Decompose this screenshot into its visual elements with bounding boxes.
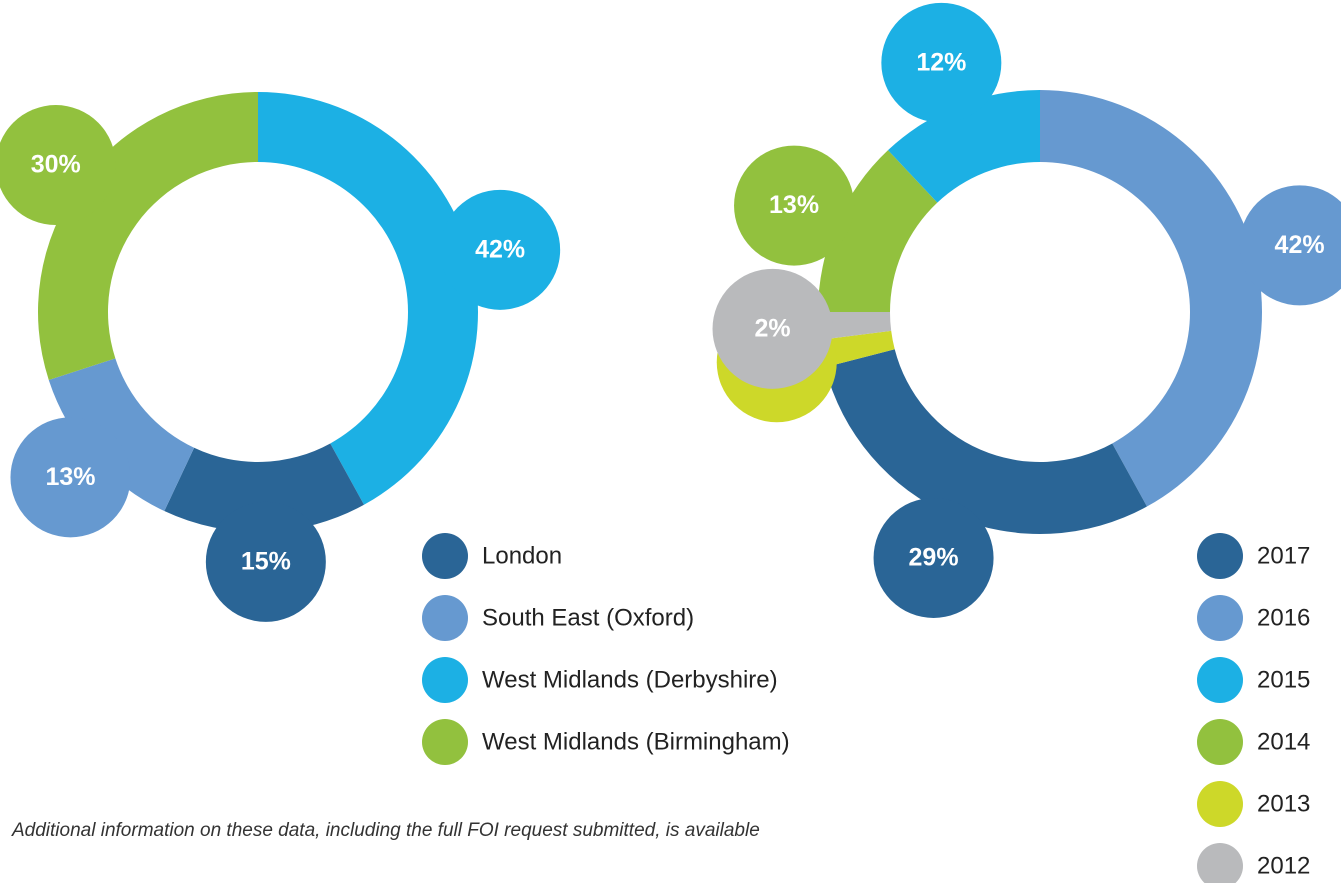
legend-label: West Midlands (Birmingham): [482, 728, 790, 755]
data-label: 42%: [475, 235, 525, 263]
legend-swatch: [1197, 843, 1243, 883]
data-label: 2%: [754, 314, 790, 342]
value-bubble: [712, 268, 833, 389]
legend-label: 2012: [1257, 852, 1310, 879]
donut-slice: [1040, 90, 1263, 507]
data-label: 13%: [769, 191, 819, 219]
value-bubble: [734, 145, 855, 266]
donut-slice: [48, 358, 195, 512]
legend-label: 2014: [1257, 728, 1310, 755]
legend-swatch: [422, 533, 468, 579]
legend-swatch: [422, 719, 468, 765]
data-label: 12%: [916, 48, 966, 76]
data-label: 13%: [45, 463, 95, 491]
donut-slice: [37, 92, 258, 380]
donut-slice: [164, 443, 364, 532]
legend-swatch: [1197, 657, 1243, 703]
footnote: Additional information on these data, in…: [11, 820, 760, 841]
data-label: 42%: [1275, 231, 1325, 259]
value-bubble: [1239, 185, 1341, 306]
legend-label: 2016: [1257, 604, 1310, 631]
value-bubble: [440, 189, 561, 310]
donut-slice: [818, 150, 938, 312]
value-bubble: [205, 501, 326, 622]
donut-slice: [818, 312, 892, 340]
legend-label: West Midlands (Derbyshire): [482, 666, 778, 693]
legend-swatch: [422, 657, 468, 703]
data-label: 29%: [909, 544, 959, 572]
legend-label: South East (Oxford): [482, 604, 694, 631]
value-bubble: [881, 2, 1002, 123]
legend-label: 2017: [1257, 542, 1310, 569]
legend-label: 2013: [1257, 790, 1310, 817]
legend-label: 2015: [1257, 666, 1310, 693]
value-bubble: [873, 497, 994, 618]
legend-swatch: [1197, 595, 1243, 641]
value-bubble: [0, 105, 116, 226]
donut-slice: [258, 92, 478, 505]
legend-swatch: [1197, 781, 1243, 827]
data-label: 30%: [31, 151, 81, 179]
legend-swatch: [1197, 719, 1243, 765]
legend-label: London: [482, 542, 562, 569]
data-label: 15%: [241, 547, 291, 575]
donut-slice: [824, 349, 1147, 534]
donut-slice: [888, 90, 1040, 203]
legend-swatch: [1197, 533, 1243, 579]
legend-swatch: [422, 595, 468, 641]
value-bubble: [10, 417, 131, 538]
donut-slice: [819, 330, 895, 368]
